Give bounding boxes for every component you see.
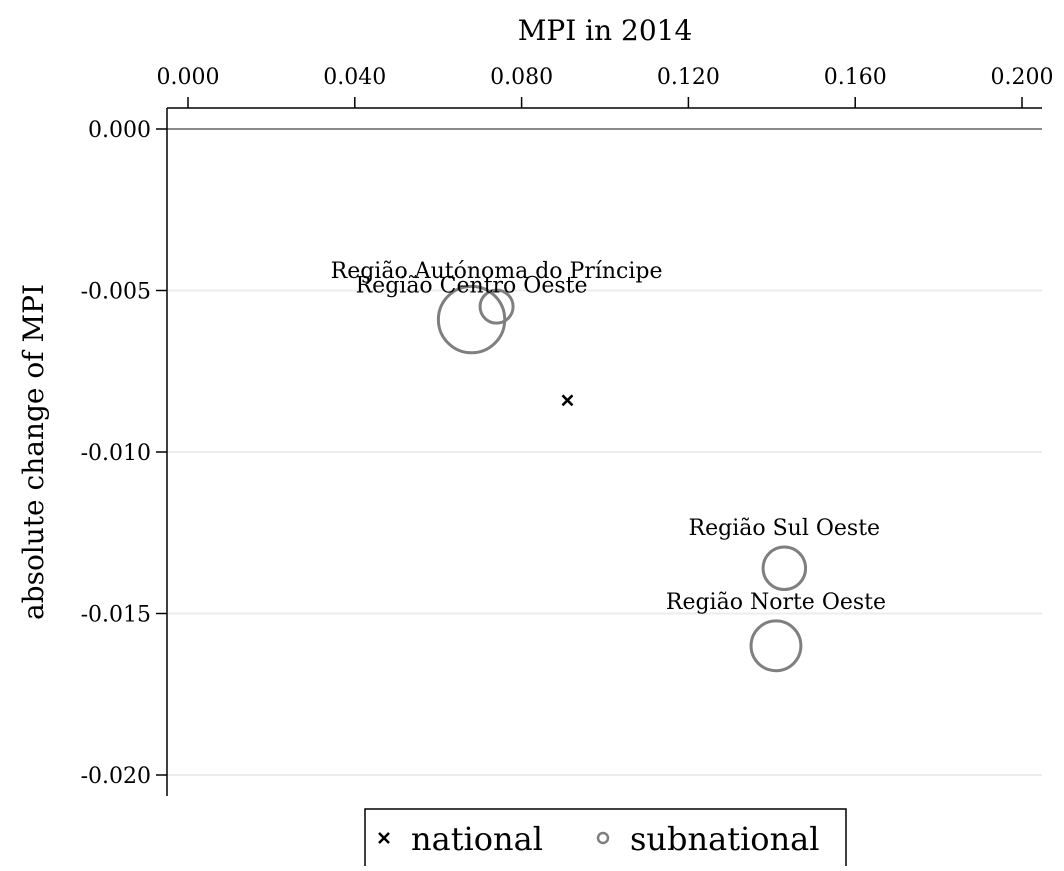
x-tick-label: 0.000 <box>157 65 220 90</box>
marks-layer <box>436 284 808 673</box>
y-tick-label: -0.020 <box>81 764 151 789</box>
x-tick-label: 0.080 <box>490 65 553 90</box>
legend-subnational-marker <box>596 831 610 845</box>
x-axis-title: MPI in 2014 <box>518 14 693 47</box>
subnational-point <box>478 288 515 325</box>
legend-national-marker <box>378 832 390 844</box>
legend-national-label: national <box>411 820 543 858</box>
subnational-point <box>749 619 803 673</box>
legend: national subnational <box>364 808 847 871</box>
point-label: Região Norte Oeste <box>666 590 886 615</box>
national-point-stroke <box>561 394 574 407</box>
x-tick-label: 0.160 <box>824 65 887 90</box>
grid-layer <box>167 128 1042 776</box>
y-tick-label: -0.010 <box>81 441 151 466</box>
point-label: Região Autónoma do Príncipe <box>331 259 663 284</box>
national-point <box>561 394 574 407</box>
y-axis-title: absolute change of MPI <box>17 284 50 620</box>
subnational-point <box>761 545 808 592</box>
legend-subnational-label: subnational <box>630 820 819 858</box>
x-tick-label: 0.120 <box>657 65 720 90</box>
x-tick-label: 0.200 <box>991 65 1054 90</box>
y-tick-label: -0.005 <box>81 280 151 305</box>
point-label: Região Sul Oeste <box>689 516 881 541</box>
legend-box <box>364 808 847 871</box>
point-label: Região Centro Oeste <box>356 273 588 298</box>
legend-national-stroke <box>378 832 390 844</box>
ticks-layer: 0.000 0.040 0.080 0.120 0.160 0.200 0.000 -0.00… <box>81 65 1054 789</box>
x-tick-label: 0.040 <box>323 65 386 90</box>
y-tick-label: -0.015 <box>81 603 151 628</box>
y-tick-label: 0.000 <box>88 118 151 143</box>
